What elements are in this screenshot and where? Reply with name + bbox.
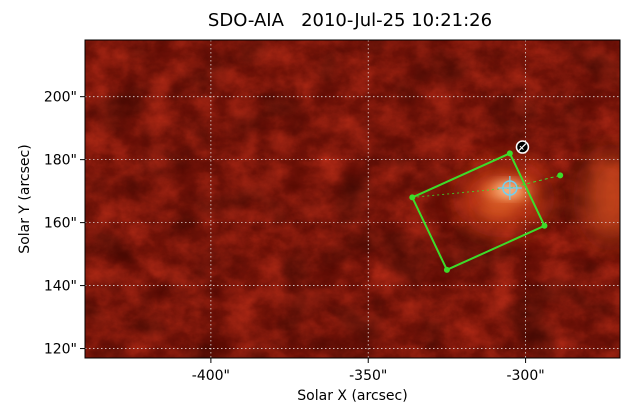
- y-axis-ticks: 120" 140" 160" 180" 200": [44, 90, 85, 358]
- center-guide: [412, 187, 510, 198]
- x-tick-label: -400": [192, 368, 230, 384]
- y-tick-label: 200": [44, 90, 77, 106]
- y-axis-label: Solar Y (arcsec): [17, 144, 33, 254]
- grid-lines: [85, 40, 620, 358]
- y-tick-label: 140": [44, 279, 77, 295]
- y-tick-label: 160": [44, 216, 77, 232]
- y-tick-label: 180": [44, 153, 77, 169]
- marker-slash: [518, 143, 527, 152]
- overlay-layer: [409, 140, 564, 273]
- box-corner-handle: [443, 266, 450, 273]
- rotation-handle: [557, 172, 564, 179]
- edge-brightening: [584, 152, 620, 243]
- plot-frame: [84, 39, 621, 359]
- y-tick-label: 120": [44, 342, 77, 358]
- solar-image: [85, 40, 620, 358]
- plot-title: SDO-AIA 2010-Jul-25 10:21:26: [207, 10, 493, 31]
- x-axis-ticks: -400" -350" -300": [192, 358, 545, 384]
- x-tick-label: -350": [349, 368, 387, 384]
- box-corner-handle: [506, 150, 513, 157]
- rotation-ray: [509, 174, 561, 189]
- x-tick-label: -300": [506, 368, 544, 384]
- active-region-loop: [478, 205, 517, 217]
- x-axis-label: Solar X (arcsec): [297, 388, 408, 404]
- marker-tick: [519, 145, 524, 150]
- box-corner-handle: [541, 222, 548, 229]
